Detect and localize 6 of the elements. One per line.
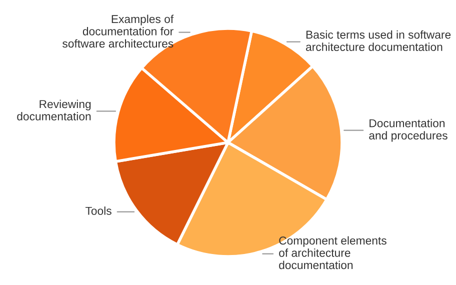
slice-label: Basic terms used in software architecture documentation [306,30,451,51]
slice-label: Component elements of architecture documentation [279,236,386,270]
slice-label: Reviewing documentation [17,100,91,120]
slice-label: Tools [85,206,112,215]
slice-label: Documentation and procedures [369,118,448,142]
slice-label: Examples of documentation for software architectures [62,14,174,48]
